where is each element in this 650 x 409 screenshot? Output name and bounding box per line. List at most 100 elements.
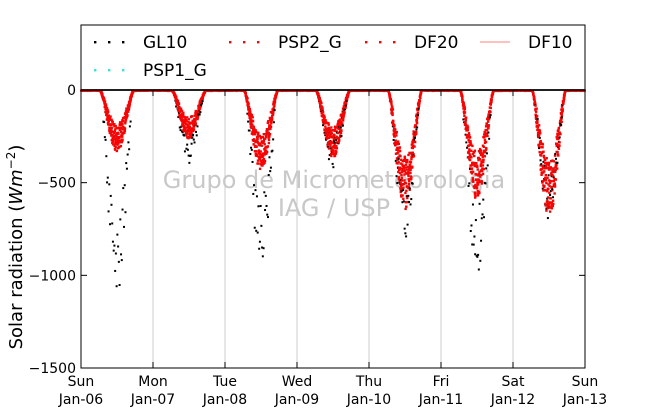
series-point-psp2-g bbox=[548, 210, 552, 213]
series-point-gl10 bbox=[107, 210, 110, 213]
series-point-df20 bbox=[391, 108, 395, 111]
series-point-df20 bbox=[491, 92, 495, 95]
series-point-df20 bbox=[411, 146, 415, 150]
series-point-df20 bbox=[333, 133, 336, 137]
series-point-psp2-g bbox=[248, 115, 252, 119]
series-point-df20 bbox=[406, 160, 409, 164]
series-point-gl10 bbox=[117, 260, 120, 263]
series-point-df20 bbox=[329, 142, 332, 146]
series-point-df20 bbox=[481, 164, 485, 167]
series-point-gl10 bbox=[400, 190, 403, 193]
series-point-df20 bbox=[476, 165, 479, 169]
series-point-df20 bbox=[121, 138, 124, 141]
series-point-psp2-g bbox=[181, 122, 185, 126]
series-point-df20 bbox=[557, 144, 561, 147]
series-point-gl10 bbox=[255, 195, 258, 198]
series-point-psp2-g bbox=[542, 189, 545, 192]
series-point-df20 bbox=[561, 109, 564, 113]
series-point-gl10 bbox=[330, 147, 333, 150]
series-point-psp2-g bbox=[252, 143, 255, 146]
legend-swatch bbox=[379, 41, 382, 44]
series-point-df20 bbox=[270, 118, 274, 121]
series-point-df20 bbox=[398, 179, 401, 182]
series-point-psp2-g bbox=[192, 126, 195, 130]
series-point-df20 bbox=[399, 181, 402, 185]
series-point-psp2-g bbox=[391, 106, 394, 109]
series-point-df20 bbox=[471, 177, 475, 180]
series-point-psp2-g bbox=[481, 172, 485, 176]
series-point-df20 bbox=[257, 151, 260, 154]
series-point-df20 bbox=[467, 150, 471, 153]
series-point-gl10 bbox=[122, 225, 125, 228]
series-point-psp2-g bbox=[321, 107, 324, 111]
series-point-psp2-g bbox=[556, 150, 559, 154]
series-point-df20 bbox=[128, 103, 132, 106]
series-point-df20 bbox=[182, 130, 186, 133]
series-point-gl10 bbox=[120, 253, 123, 256]
series-point-df20 bbox=[107, 114, 110, 117]
series-point-psp2-g bbox=[182, 111, 185, 115]
series-point-gl10 bbox=[485, 152, 488, 155]
series-point-psp2-g bbox=[415, 114, 418, 118]
series-point-df20 bbox=[418, 99, 422, 103]
x-tick-label-day: Mon bbox=[138, 374, 168, 390]
series-point-df20 bbox=[474, 194, 477, 198]
series-point-df20 bbox=[485, 147, 488, 150]
legend-label: PSP2_G bbox=[278, 33, 342, 53]
series-point-psp2-g bbox=[405, 168, 409, 171]
series-point-psp2-g bbox=[395, 130, 398, 134]
legend-label: GL10 bbox=[143, 33, 187, 53]
series-point-df20 bbox=[194, 109, 197, 113]
series-point-df20 bbox=[104, 106, 107, 110]
series-point-df20 bbox=[413, 140, 417, 144]
series-point-df20 bbox=[263, 159, 267, 163]
series-point-df20 bbox=[491, 90, 495, 94]
series-point-df20 bbox=[407, 173, 410, 176]
series-point-df20 bbox=[541, 143, 545, 146]
series-point-gl10 bbox=[250, 148, 253, 151]
series-point-df20 bbox=[468, 153, 471, 156]
series-point-df20 bbox=[400, 158, 403, 162]
series-point-df20 bbox=[337, 139, 341, 142]
series-point-df20 bbox=[181, 121, 185, 124]
series-point-df20 bbox=[325, 135, 329, 138]
series-point-df20 bbox=[326, 128, 329, 132]
series-point-df20 bbox=[338, 135, 342, 139]
series-point-gl10 bbox=[561, 103, 564, 106]
series-point-gl10 bbox=[484, 182, 487, 185]
series-point-gl10 bbox=[192, 134, 195, 137]
watermark-line: Grupo de Micrometeorologia bbox=[163, 166, 505, 194]
series-point-psp2-g bbox=[186, 131, 189, 134]
series-point-gl10 bbox=[407, 194, 410, 197]
series-point-df20 bbox=[269, 124, 272, 127]
series-point-psp2-g bbox=[117, 132, 120, 135]
series-point-df20 bbox=[342, 113, 346, 116]
series-point-psp2-g bbox=[338, 134, 342, 137]
series-point-psp2-g bbox=[474, 183, 477, 187]
series-point-df20 bbox=[486, 134, 489, 138]
legend-item: DF10 bbox=[480, 33, 573, 53]
series-point-df20 bbox=[465, 136, 469, 139]
series-point-df20 bbox=[332, 152, 336, 155]
series-point-psp2-g bbox=[413, 134, 417, 138]
series-point-df20 bbox=[248, 107, 251, 111]
series-point-psp2-g bbox=[407, 185, 411, 188]
series-point-psp2-g bbox=[399, 166, 402, 169]
series-point-psp2-g bbox=[418, 102, 421, 105]
series-point-gl10 bbox=[200, 103, 203, 106]
series-point-df20 bbox=[485, 122, 488, 125]
series-point-psp2-g bbox=[481, 167, 484, 170]
series-point-df20 bbox=[261, 141, 264, 144]
series-point-df20 bbox=[487, 117, 491, 121]
series-point-psp2-g bbox=[251, 124, 254, 127]
series-point-df20 bbox=[345, 97, 349, 101]
legend-swatch bbox=[365, 41, 368, 44]
series-point-gl10 bbox=[489, 114, 492, 117]
series-point-df20 bbox=[470, 167, 474, 170]
series-point-df20 bbox=[344, 106, 347, 109]
series-point-df20 bbox=[407, 178, 410, 181]
series-point-df20 bbox=[267, 138, 271, 142]
legend-label: PSP1_G bbox=[143, 61, 207, 81]
legend-swatch bbox=[229, 41, 232, 44]
series-point-psp2-g bbox=[489, 106, 492, 110]
